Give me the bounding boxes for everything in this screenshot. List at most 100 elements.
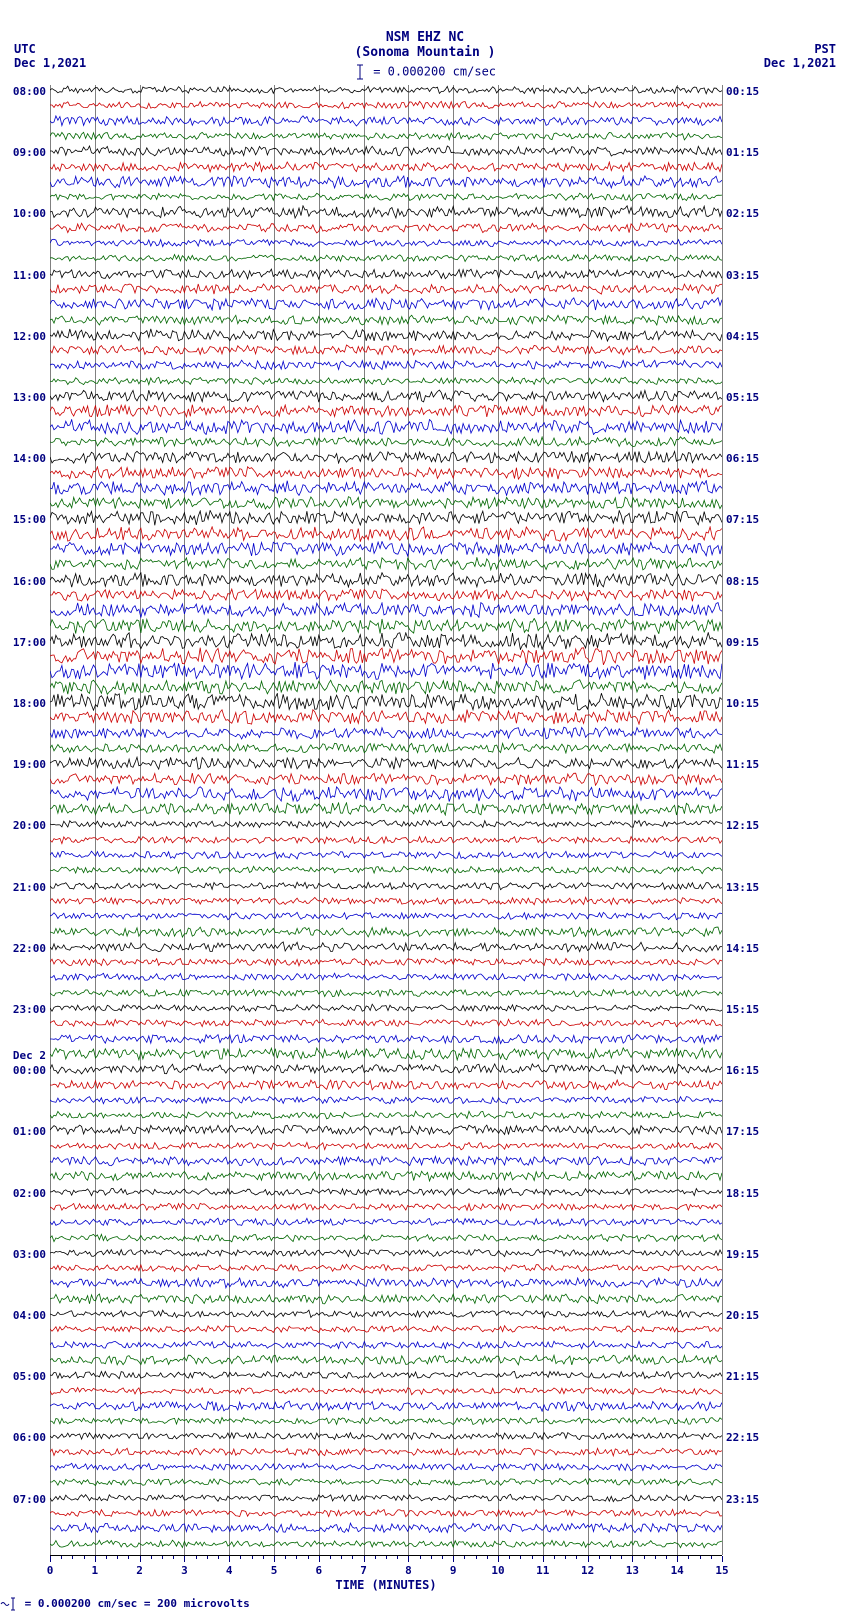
x-minor-tick — [386, 1556, 387, 1559]
seismic-trace — [50, 1063, 722, 1075]
x-minor-tick — [341, 1556, 342, 1559]
x-minor-tick — [420, 1556, 421, 1559]
x-tick-mark — [229, 1556, 230, 1562]
x-minor-tick — [173, 1556, 174, 1559]
seismic-trace — [50, 100, 722, 110]
seismic-trace — [50, 1018, 722, 1028]
seismic-trace — [50, 835, 722, 845]
seismic-trace — [50, 1477, 722, 1487]
seismic-trace — [50, 988, 722, 998]
x-tick-mark — [140, 1556, 141, 1562]
station-name: (Sonoma Mountain ) — [0, 45, 850, 60]
utc-time-label: 19:00 — [0, 758, 46, 771]
seismic-trace — [50, 1170, 722, 1182]
x-minor-tick — [218, 1556, 219, 1559]
seismic-trace — [50, 436, 722, 448]
seismic-trace — [50, 865, 722, 875]
pst-time-label: 02:15 — [726, 207, 772, 220]
seismic-trace — [50, 1293, 722, 1305]
x-tick-label: 14 — [671, 1564, 684, 1577]
x-tick-label: 5 — [271, 1564, 278, 1577]
x-minor-tick — [532, 1556, 533, 1559]
x-minor-tick — [621, 1556, 622, 1559]
utc-time-label: 13:00 — [0, 391, 46, 404]
seismic-trace — [50, 1263, 722, 1273]
seismic-trace — [50, 192, 722, 202]
x-tick-mark — [677, 1556, 678, 1562]
x-tick-mark — [364, 1556, 365, 1562]
seismic-trace — [50, 344, 722, 356]
utc-time-label: 04:00 — [0, 1309, 46, 1322]
utc-time-label: Dec 2 — [0, 1049, 46, 1062]
utc-time-label: 15:00 — [0, 513, 46, 526]
seismic-trace — [50, 175, 722, 189]
x-minor-tick — [700, 1556, 701, 1559]
seismic-trace — [50, 510, 722, 526]
x-tick-label: 3 — [181, 1564, 188, 1577]
grid-line — [722, 85, 723, 1555]
utc-time-label: 17:00 — [0, 636, 46, 649]
seismic-trace — [50, 1141, 722, 1151]
seismic-trace — [50, 850, 722, 860]
pst-time-label: 04:15 — [726, 330, 772, 343]
x-minor-tick — [520, 1556, 521, 1559]
seismic-trace — [50, 1416, 722, 1426]
x-tick-label: 0 — [47, 1564, 54, 1577]
x-tick-label: 11 — [536, 1564, 549, 1577]
x-minor-tick — [285, 1556, 286, 1559]
seismic-trace — [50, 1340, 722, 1350]
header-scale-text: = 0.000200 cm/sec — [373, 65, 496, 79]
x-tick-label: 6 — [315, 1564, 322, 1577]
seismic-trace — [50, 1493, 722, 1503]
utc-time-label: 22:00 — [0, 942, 46, 955]
seismic-trace — [50, 941, 722, 953]
seismic-trace — [50, 881, 722, 891]
seismic-trace — [50, 726, 722, 740]
x-minor-tick — [644, 1556, 645, 1559]
x-axis-label: TIME (MINUTES) — [335, 1578, 436, 1592]
seismic-trace — [50, 957, 722, 967]
seismic-trace — [50, 1110, 722, 1120]
x-minor-tick — [72, 1556, 73, 1559]
x-tick-label: 10 — [491, 1564, 504, 1577]
x-minor-tick — [476, 1556, 477, 1559]
pst-time-label: 15:15 — [726, 1003, 772, 1016]
x-minor-tick — [162, 1556, 163, 1559]
utc-time-label: 07:00 — [0, 1493, 46, 1506]
x-minor-tick — [106, 1556, 107, 1559]
x-minor-tick — [207, 1556, 208, 1559]
x-minor-tick — [655, 1556, 656, 1559]
pst-time-label: 08:15 — [726, 575, 772, 588]
seismic-trace — [50, 1309, 722, 1319]
x-minor-tick — [263, 1556, 264, 1559]
seismic-trace — [50, 1400, 722, 1412]
x-minor-tick — [330, 1556, 331, 1559]
seismic-trace — [50, 297, 722, 311]
x-minor-tick — [151, 1556, 152, 1559]
station-code: NSM EHZ NC — [0, 30, 850, 45]
seismic-trace — [50, 1095, 722, 1105]
utc-time-label: 09:00 — [0, 146, 46, 159]
seismic-trace — [50, 1324, 722, 1334]
pst-time-label: 23:15 — [726, 1493, 772, 1506]
seismic-trace — [50, 222, 722, 234]
utc-time-label: 16:00 — [0, 575, 46, 588]
seismic-trace — [50, 1003, 722, 1013]
utc-time-label: 02:00 — [0, 1187, 46, 1200]
seismic-trace — [50, 85, 722, 95]
pst-time-label: 11:15 — [726, 758, 772, 771]
pst-time-label: 22:15 — [726, 1431, 772, 1444]
seismic-trace — [50, 1354, 722, 1366]
x-minor-tick — [610, 1556, 611, 1559]
pst-time-label: 17:15 — [726, 1125, 772, 1138]
seismic-trace — [50, 588, 722, 602]
x-minor-tick — [565, 1556, 566, 1559]
seismic-trace — [50, 389, 722, 403]
pst-time-label: 12:15 — [726, 819, 772, 832]
seismic-trace — [50, 662, 722, 680]
utc-time-label: 18:00 — [0, 697, 46, 710]
pst-time-label: 10:15 — [726, 697, 772, 710]
x-tick-mark — [274, 1556, 275, 1562]
pst-time-label: 09:15 — [726, 636, 772, 649]
seismic-trace — [50, 1124, 722, 1136]
